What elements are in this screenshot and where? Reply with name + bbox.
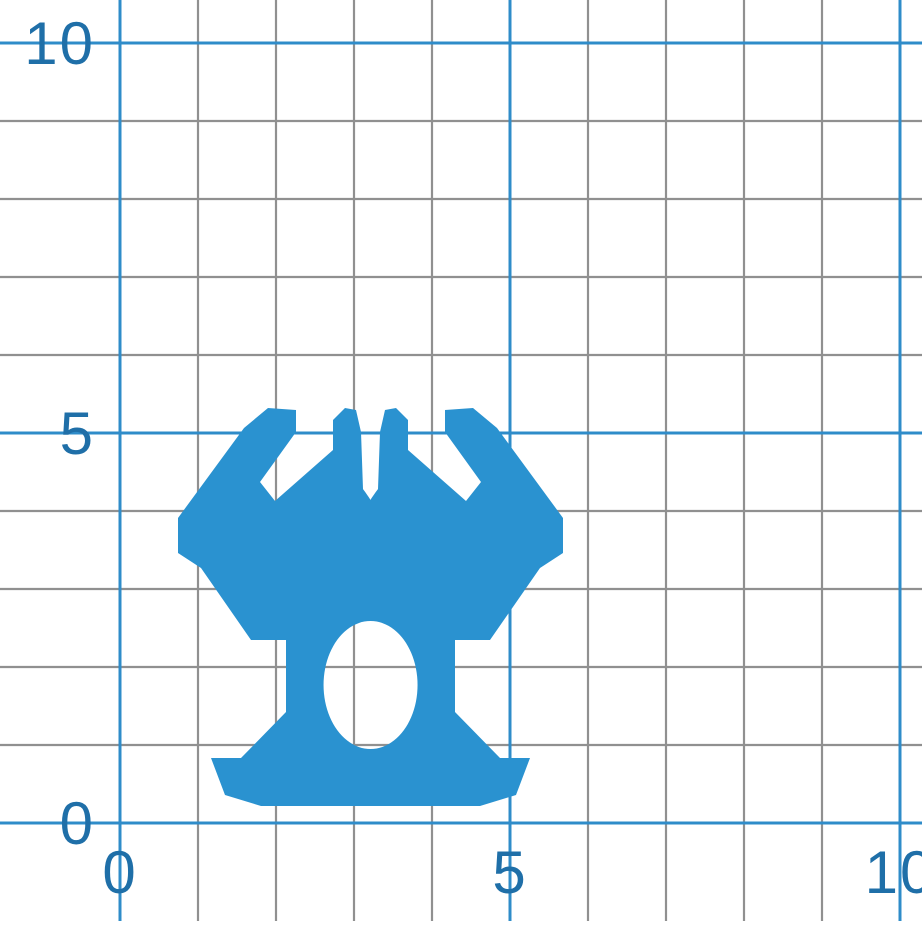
grid-diagram: 0 5 10 0 5 10 — [0, 0, 922, 921]
y-tick-label: 0 — [60, 790, 95, 857]
x-tick-label: 5 — [492, 839, 527, 906]
y-tick-label: 5 — [60, 400, 95, 467]
x-axis-labels: 0 5 10 — [102, 839, 922, 906]
x-tick-label: 10 — [865, 839, 922, 906]
x-tick-label: 0 — [102, 839, 137, 906]
y-tick-label: 10 — [24, 10, 95, 77]
profile-shape — [178, 408, 563, 806]
